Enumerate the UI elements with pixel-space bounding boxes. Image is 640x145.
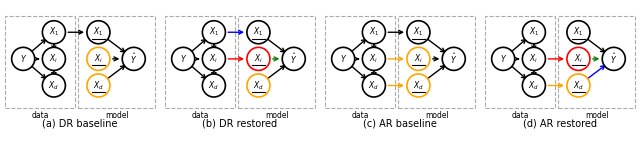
Bar bbox=[324, 17, 396, 108]
Text: $X_{i}$: $X_{i}$ bbox=[529, 53, 538, 65]
Text: $X_{i}$: $X_{i}$ bbox=[574, 53, 583, 65]
Text: $Y$: $Y$ bbox=[20, 53, 27, 64]
Ellipse shape bbox=[247, 21, 270, 44]
Ellipse shape bbox=[42, 21, 65, 44]
Text: $X_{d}$: $X_{d}$ bbox=[209, 79, 220, 92]
Text: $X_{i}$: $X_{i}$ bbox=[414, 53, 423, 65]
Text: $X_{i}$: $X_{i}$ bbox=[254, 53, 263, 65]
Text: model: model bbox=[265, 111, 289, 120]
Bar bbox=[164, 17, 236, 108]
Text: $X_{d}$: $X_{d}$ bbox=[573, 79, 584, 92]
Ellipse shape bbox=[407, 21, 430, 44]
Ellipse shape bbox=[407, 74, 430, 97]
Bar bbox=[4, 17, 76, 108]
Ellipse shape bbox=[522, 74, 545, 97]
Ellipse shape bbox=[282, 47, 305, 70]
Ellipse shape bbox=[202, 47, 225, 70]
Text: $\hat{Y}$: $\hat{Y}$ bbox=[130, 52, 138, 66]
Ellipse shape bbox=[492, 47, 515, 70]
Ellipse shape bbox=[42, 74, 65, 97]
Ellipse shape bbox=[202, 74, 225, 97]
Ellipse shape bbox=[87, 21, 110, 44]
Text: $X_{1}$: $X_{1}$ bbox=[49, 26, 59, 39]
Text: $Y$: $Y$ bbox=[340, 53, 347, 64]
Text: model: model bbox=[425, 111, 449, 120]
Text: $X_{d}$: $X_{d}$ bbox=[413, 79, 424, 92]
Text: $\hat{Y}$: $\hat{Y}$ bbox=[290, 52, 298, 66]
Text: $X_{d}$: $X_{d}$ bbox=[253, 79, 264, 92]
Text: (b) DR restored: (b) DR restored bbox=[202, 119, 278, 129]
Ellipse shape bbox=[87, 47, 110, 70]
Ellipse shape bbox=[362, 47, 385, 70]
Ellipse shape bbox=[12, 47, 35, 70]
Text: $Y$: $Y$ bbox=[180, 53, 187, 64]
Bar bbox=[79, 17, 156, 108]
Text: $X_{1}$: $X_{1}$ bbox=[573, 26, 584, 39]
Ellipse shape bbox=[442, 47, 465, 70]
Ellipse shape bbox=[567, 21, 590, 44]
Text: $X_{1}$: $X_{1}$ bbox=[253, 26, 264, 39]
Ellipse shape bbox=[42, 47, 65, 70]
Ellipse shape bbox=[87, 74, 110, 97]
Text: model: model bbox=[105, 111, 129, 120]
Bar bbox=[559, 17, 636, 108]
Ellipse shape bbox=[247, 74, 270, 97]
Text: $\hat{Y}$: $\hat{Y}$ bbox=[450, 52, 458, 66]
Ellipse shape bbox=[407, 47, 430, 70]
Text: $X_{i}$: $X_{i}$ bbox=[94, 53, 103, 65]
Text: $X_{1}$: $X_{1}$ bbox=[93, 26, 104, 39]
Text: $X_{d}$: $X_{d}$ bbox=[529, 79, 540, 92]
Text: $X_{i}$: $X_{i}$ bbox=[49, 53, 58, 65]
Ellipse shape bbox=[522, 47, 545, 70]
Text: data: data bbox=[511, 111, 529, 120]
Text: $X_{1}$: $X_{1}$ bbox=[369, 26, 379, 39]
Text: (c) AR baseline: (c) AR baseline bbox=[363, 119, 437, 129]
Ellipse shape bbox=[332, 47, 355, 70]
Ellipse shape bbox=[122, 47, 145, 70]
Text: $Y$: $Y$ bbox=[500, 53, 507, 64]
Text: $X_{1}$: $X_{1}$ bbox=[209, 26, 219, 39]
Text: (a) DR baseline: (a) DR baseline bbox=[42, 119, 118, 129]
Text: $X_{1}$: $X_{1}$ bbox=[529, 26, 539, 39]
Text: $\hat{Y}$: $\hat{Y}$ bbox=[610, 52, 618, 66]
Text: $X_{d}$: $X_{d}$ bbox=[93, 79, 104, 92]
Ellipse shape bbox=[567, 47, 590, 70]
Text: $X_{1}$: $X_{1}$ bbox=[413, 26, 424, 39]
Ellipse shape bbox=[202, 21, 225, 44]
Text: (d) AR restored: (d) AR restored bbox=[523, 119, 597, 129]
Ellipse shape bbox=[522, 21, 545, 44]
Ellipse shape bbox=[602, 47, 625, 70]
Text: data: data bbox=[191, 111, 209, 120]
Ellipse shape bbox=[172, 47, 195, 70]
Ellipse shape bbox=[362, 21, 385, 44]
Text: $X_{d}$: $X_{d}$ bbox=[49, 79, 60, 92]
Ellipse shape bbox=[247, 47, 270, 70]
Text: data: data bbox=[351, 111, 369, 120]
Bar bbox=[399, 17, 476, 108]
Text: model: model bbox=[585, 111, 609, 120]
Ellipse shape bbox=[362, 74, 385, 97]
Text: data: data bbox=[31, 111, 49, 120]
Bar bbox=[484, 17, 556, 108]
Text: $X_{i}$: $X_{i}$ bbox=[209, 53, 218, 65]
Text: $X_{i}$: $X_{i}$ bbox=[369, 53, 378, 65]
Ellipse shape bbox=[567, 74, 590, 97]
Bar bbox=[239, 17, 316, 108]
Text: $X_{d}$: $X_{d}$ bbox=[369, 79, 380, 92]
